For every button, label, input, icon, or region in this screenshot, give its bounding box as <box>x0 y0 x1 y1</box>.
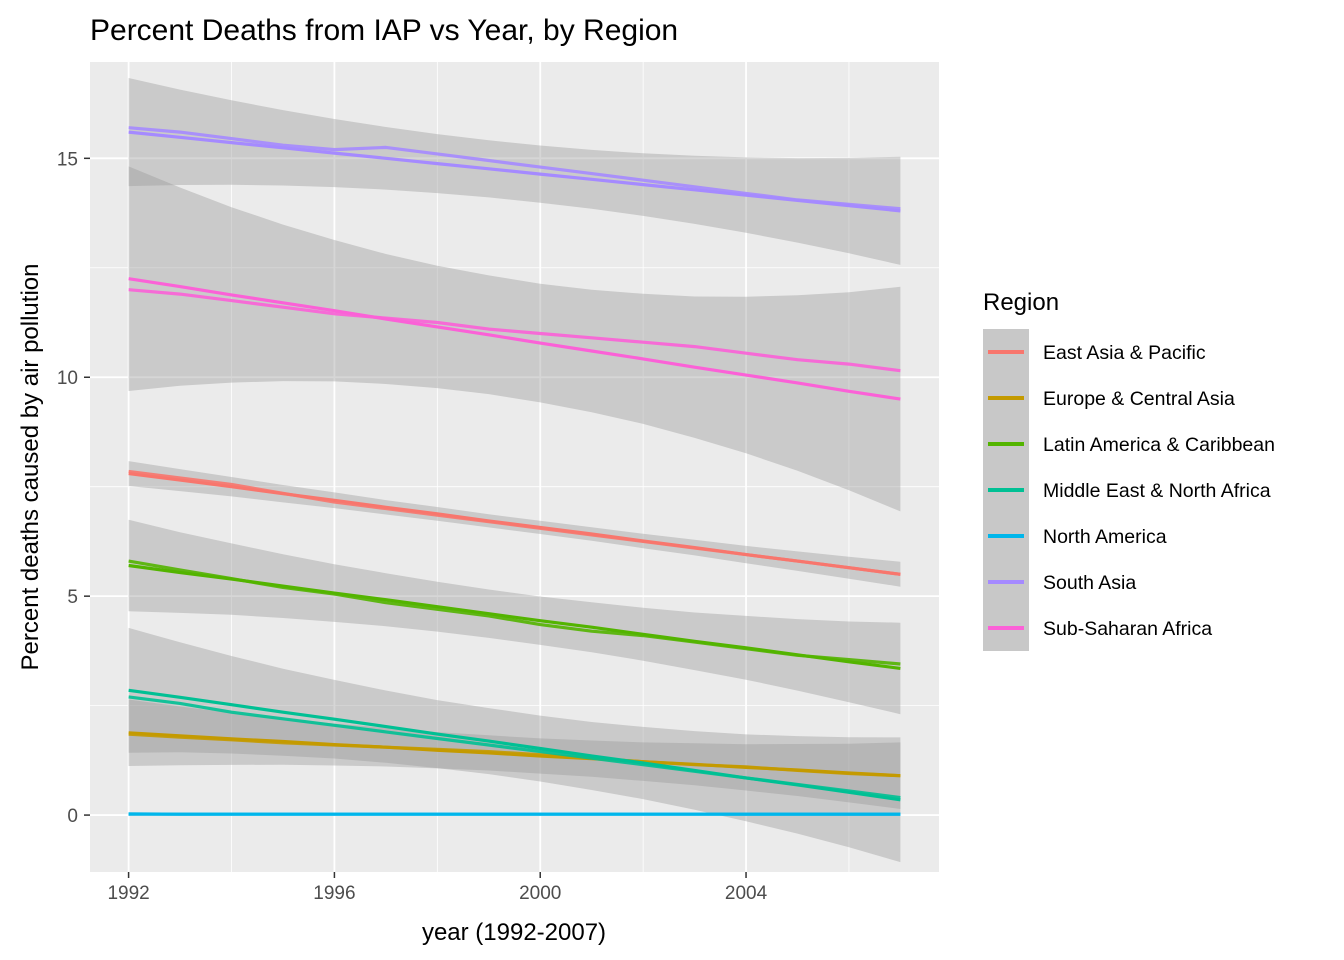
legend-label-latin-america-caribbean: Latin America & Caribbean <box>1043 434 1275 456</box>
major-gridlines <box>90 62 939 872</box>
fit-line-latin-america-caribbean <box>128 563 901 670</box>
legend-label-sub-saharan-africa: Sub-Saharan Africa <box>1043 618 1212 640</box>
legend-label-europe-central-asia: Europe & Central Asia <box>1043 388 1235 410</box>
fit-line-sub-saharan-africa <box>128 277 901 401</box>
legend-items: East Asia & Pacific Europe & Central Asia… <box>983 329 1275 651</box>
x-tick-label: 1992 <box>107 883 149 904</box>
fit-line-middle-east-north-africa <box>128 688 901 802</box>
x-axis-ticks: 1992 1996 2000 2004 <box>107 872 768 904</box>
fit-line-europe-central-asia <box>128 731 901 778</box>
x-axis-title: year (1992-2007) <box>422 919 606 946</box>
y-tick-label: 15 <box>57 149 78 170</box>
fit-line-east-asia-pacific <box>128 472 901 576</box>
fit-line-south-asia <box>128 130 901 213</box>
y-axis-ticks: 0 5 10 15 <box>57 149 90 827</box>
legend-label-north-america: North America <box>1043 526 1167 548</box>
series-lines <box>128 126 901 816</box>
legend-label-east-asia-pacific: East Asia & Pacific <box>1043 342 1206 364</box>
legend-label-middle-east-north-africa: Middle East & North Africa <box>1043 480 1271 502</box>
legend-title: Region <box>983 289 1059 316</box>
x-tick-label: 1996 <box>313 883 355 904</box>
y-tick-label: 0 <box>67 806 78 827</box>
line-sub-saharan-africa <box>128 288 901 373</box>
minor-gridlines <box>90 62 939 872</box>
y-axis-title: Percent deaths caused by air pollution <box>17 264 44 671</box>
x-tick-label: 2004 <box>725 883 768 904</box>
chart-title: Percent Deaths from IAP vs Year, by Regi… <box>90 14 678 47</box>
y-tick-label: 5 <box>67 587 78 608</box>
legend: Region East Asia & Pacific Europe & Centr… <box>983 289 1275 651</box>
x-tick-label: 2000 <box>519 883 561 904</box>
y-tick-label: 10 <box>57 368 78 389</box>
legend-label-south-asia: South Asia <box>1043 572 1136 594</box>
